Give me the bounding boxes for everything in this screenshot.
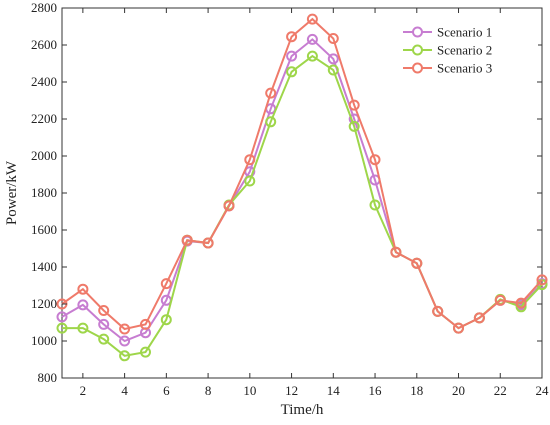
x-tick-label: 6 [163,383,170,398]
legend-marker [412,26,423,38]
legend-label: Scenario 3 [437,61,492,76]
x-tick-label: 22 [494,383,507,398]
data-point [56,322,68,334]
y-tick-label: 2400 [31,74,57,89]
legend-label: Scenario 1 [437,25,492,40]
data-point [98,333,110,345]
data-point [244,175,256,187]
legend-entry: Scenario 3 [403,61,492,76]
y-tick-label: 1800 [31,185,57,200]
y-tick-label: 2800 [31,0,57,15]
x-tick-label: 2 [80,383,87,398]
x-tick-label: 12 [285,383,298,398]
legend-label: Scenario 2 [437,43,492,58]
data-point [181,234,193,246]
y-tick-label: 2200 [31,111,57,126]
legend-marker [412,62,423,74]
data-point [140,318,151,330]
data-point [286,50,298,62]
y-tick-label: 2600 [31,37,57,52]
data-point [119,335,131,347]
data-point [160,314,172,326]
data-point [98,318,110,330]
data-point [77,322,89,334]
legend-entry: Scenario 2 [403,43,492,58]
legend-marker [412,44,423,56]
data-point [411,257,423,269]
data-point [536,274,548,286]
data-point [306,33,318,45]
y-tick-label: 1400 [31,259,57,274]
x-tick-label: 18 [410,383,423,398]
data-point [348,99,360,111]
x-tick-label: 24 [536,383,550,398]
data-point [327,33,339,44]
x-tick-label: 14 [327,383,341,398]
data-point [473,312,485,324]
data-point [390,246,402,258]
data-point [286,66,298,78]
data-point [265,87,277,99]
data-point [160,278,172,290]
data-point [494,294,506,306]
data-point [56,311,68,323]
data-point [348,120,360,132]
data-point [369,154,381,166]
data-point [453,322,464,334]
y-axis-title: Power/kW [4,160,20,225]
series-layer [56,13,548,362]
x-axis-title: Time/h [281,402,324,418]
data-point [223,200,235,212]
data-point [265,116,277,128]
x-tick-label: 4 [121,383,128,398]
data-point [515,297,527,309]
legend: Scenario 1 Scenario 2 Scenario 3 [396,18,538,76]
data-point [202,237,214,249]
data-point [306,50,318,62]
data-point [119,350,131,362]
y-tick-label: 1200 [31,296,57,311]
data-point [77,283,89,295]
x-tick-label: 10 [243,383,256,398]
y-tick-label: 2000 [31,148,57,163]
y-tick-label: 800 [38,370,58,385]
data-point [119,323,131,335]
axis-layer: 2 4 6 8 10 12 14 16 18 20 22 2480010001200140016001… [31,0,549,398]
data-point [327,53,339,65]
y-tick-label: 1600 [31,222,57,237]
x-tick-label: 8 [205,383,212,398]
data-point [140,346,151,358]
data-point [306,13,318,25]
data-point [244,154,256,166]
data-point [98,305,110,316]
x-tick-label: 16 [369,383,383,398]
data-point [77,299,89,311]
data-point [369,199,381,211]
y-tick-label: 1000 [31,333,57,348]
data-point [327,64,339,76]
x-tick-label: 20 [452,383,465,398]
series-3 [56,13,548,335]
legend-entry: Scenario 1 [403,25,492,40]
data-point [286,31,298,43]
data-point [432,305,444,317]
